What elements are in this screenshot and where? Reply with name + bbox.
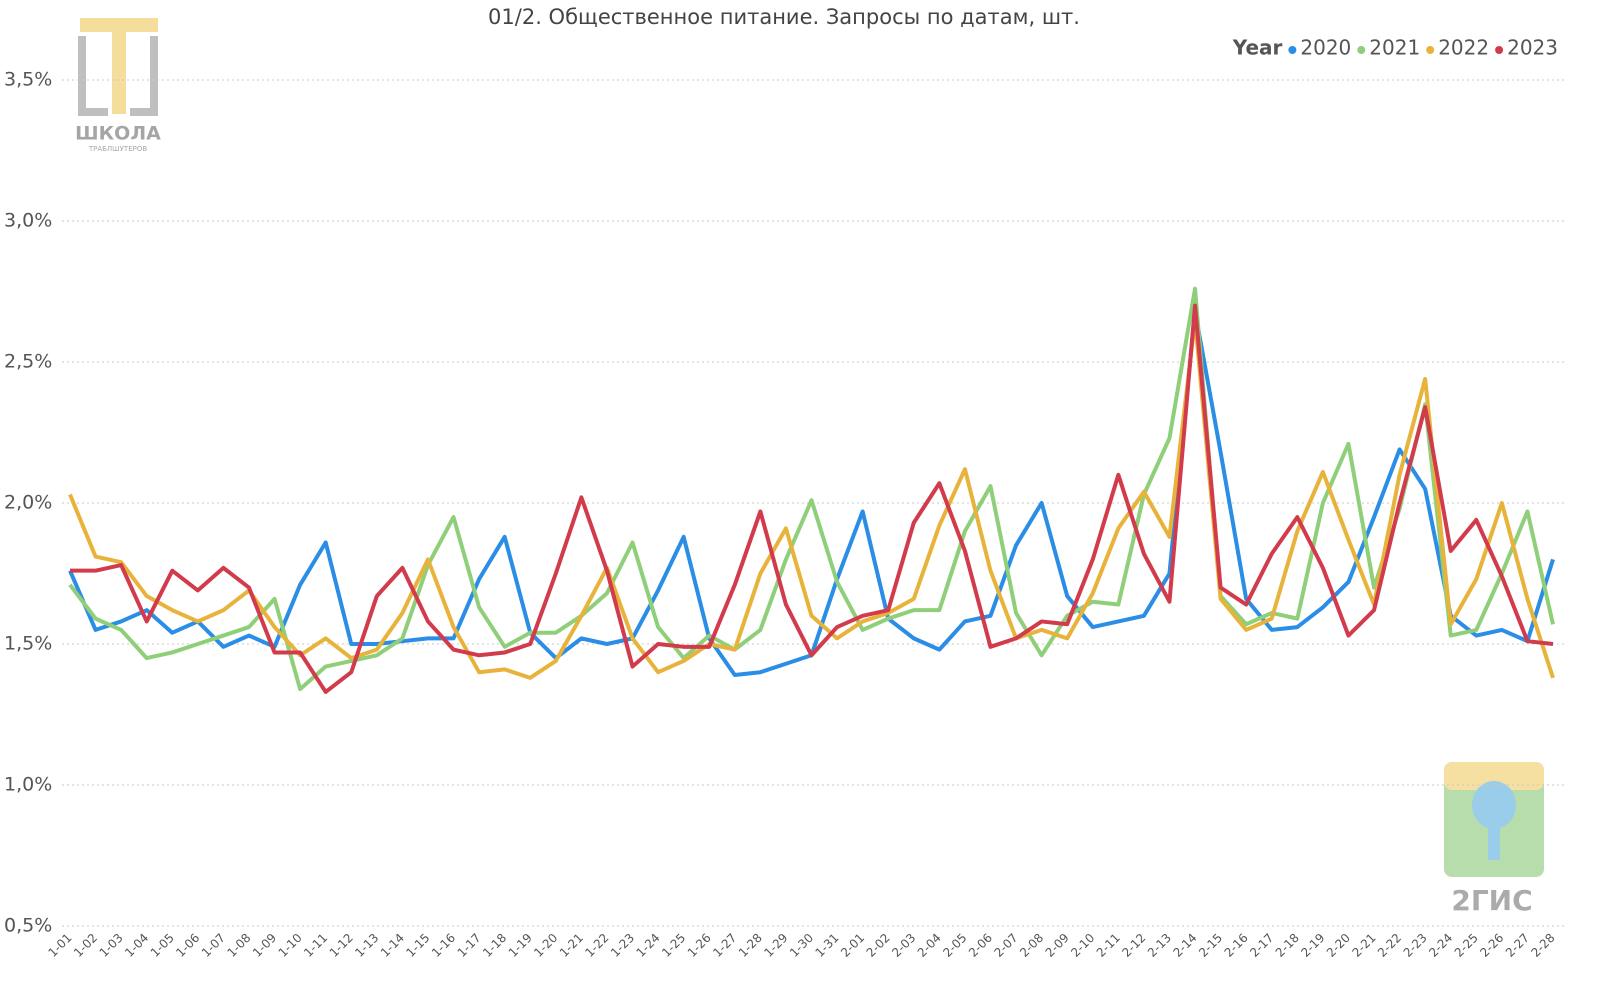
x-tick-label: 1-24 — [634, 931, 663, 960]
x-tick-label: 1-02 — [71, 931, 100, 960]
x-tick-label: 1-13 — [352, 931, 381, 960]
y-tick-label: 0,5% — [4, 915, 52, 937]
chart-title: 01/2. Общественное питание. Запросы по д… — [488, 5, 1080, 29]
series-line — [68, 286, 1555, 692]
x-tick-label: 1-12 — [327, 931, 356, 960]
x-tick-label: 1-07 — [199, 931, 228, 960]
x-tick-label: 2-05 — [940, 931, 969, 960]
x-tick-label: 2-08 — [1017, 931, 1046, 960]
legend-title: Year — [1232, 36, 1283, 60]
x-tick-label: 1-06 — [173, 931, 202, 960]
logo-text: ШКОЛА — [75, 123, 161, 145]
x-tick-label: 1-10 — [276, 931, 305, 960]
x-tick-label: 1-05 — [148, 931, 177, 960]
x-tick-label: 2-21 — [1349, 931, 1378, 960]
x-tick-label: 1-17 — [455, 931, 484, 960]
series-line — [68, 317, 1555, 680]
x-tick-label: 2-19 — [1298, 931, 1327, 960]
x-tick-label: 1-26 — [685, 931, 714, 960]
x-tick-label: 2-27 — [1503, 931, 1532, 960]
x-tick-label: 2-07 — [991, 931, 1020, 960]
x-tick-label: 1-03 — [97, 931, 126, 960]
x-tick-label: 1-04 — [122, 931, 151, 960]
x-tick-label: 2-03 — [889, 931, 918, 960]
x-tick-label: 2-10 — [1068, 931, 1097, 960]
x-tick-label: 1-31 — [813, 931, 842, 960]
x-tick-label: 1-14 — [378, 931, 407, 960]
x-tick-label: 1-08 — [224, 931, 253, 960]
legend-marker — [1357, 46, 1366, 54]
x-tick-label: 1-16 — [429, 931, 458, 960]
x-tick-label: 1-11 — [301, 931, 330, 960]
x-tick-label: 2-18 — [1273, 931, 1302, 960]
x-tick-label: 2-14 — [1170, 931, 1199, 960]
x-tick-label: 1-29 — [761, 931, 790, 960]
x-tick-label: 2-20 — [1324, 931, 1353, 960]
legend-label: 2023 — [1507, 36, 1558, 60]
x-tick-label: 2-01 — [838, 931, 867, 960]
x-tick-label: 1-30 — [787, 931, 816, 960]
y-tick-label: 1,0% — [4, 774, 52, 796]
x-tick-label: 2-02 — [864, 931, 893, 960]
x-tick-label: 2-24 — [1426, 931, 1455, 960]
logo-text: 2ГИС — [1451, 884, 1532, 917]
legend-label: 2022 — [1438, 36, 1489, 60]
x-tick-label: 1-21 — [557, 931, 586, 960]
x-tick-label: 2-04 — [915, 931, 944, 960]
logo-subtext: ТРАБЛШУТЕРОВ — [88, 145, 148, 153]
x-tick-label: 2-15 — [1196, 931, 1225, 960]
x-tick-label: 2-23 — [1401, 931, 1430, 960]
x-tick-label: 2-22 — [1375, 931, 1404, 960]
x-tick-label: 2-17 — [1247, 931, 1276, 960]
legend-marker — [1495, 46, 1504, 54]
legend-marker — [1288, 46, 1297, 54]
x-tick-label: 1-19 — [506, 931, 535, 960]
y-tick-label: 3,0% — [4, 210, 52, 232]
x-tick-label: 2-06 — [966, 931, 995, 960]
x-tick-label: 1-23 — [608, 931, 637, 960]
school-logo: ШКОЛА ТРАБЛШУТЕРОВ — [75, 18, 161, 153]
series-line — [70, 303, 1554, 694]
x-tick-label: 1-27 — [710, 931, 739, 960]
x-tick-label: 2-11 — [1094, 931, 1123, 960]
x-tick-label: 1-15 — [403, 931, 432, 960]
x-tick-label: 2-26 — [1477, 931, 1506, 960]
gis-logo: 2ГИС — [1444, 762, 1544, 917]
x-tick-label: 2-16 — [1222, 931, 1251, 960]
x-tick-label: 2-28 — [1528, 931, 1557, 960]
x-tick-label: 2-13 — [1145, 931, 1174, 960]
x-tick-label: 1-20 — [531, 931, 560, 960]
x-tick-label: 1-28 — [736, 931, 765, 960]
legend-label: 2020 — [1300, 36, 1351, 60]
y-tick-label: 2,0% — [4, 492, 52, 514]
x-tick-label: 1-25 — [659, 931, 688, 960]
x-tick-label: 2-09 — [1043, 931, 1072, 960]
legend-label: 2021 — [1369, 36, 1420, 60]
y-tick-label: 2,5% — [4, 351, 52, 373]
y-tick-label: 1,5% — [4, 633, 52, 655]
y-tick-label: 3,5% — [4, 69, 52, 91]
x-tick-label: 2-25 — [1452, 931, 1481, 960]
x-tick-label: 1-22 — [582, 931, 611, 960]
x-tick-label: 2-12 — [1119, 931, 1148, 960]
x-tick-label: 1-18 — [480, 931, 509, 960]
x-tick-label: 1-09 — [250, 931, 279, 960]
legend-marker — [1426, 46, 1435, 54]
